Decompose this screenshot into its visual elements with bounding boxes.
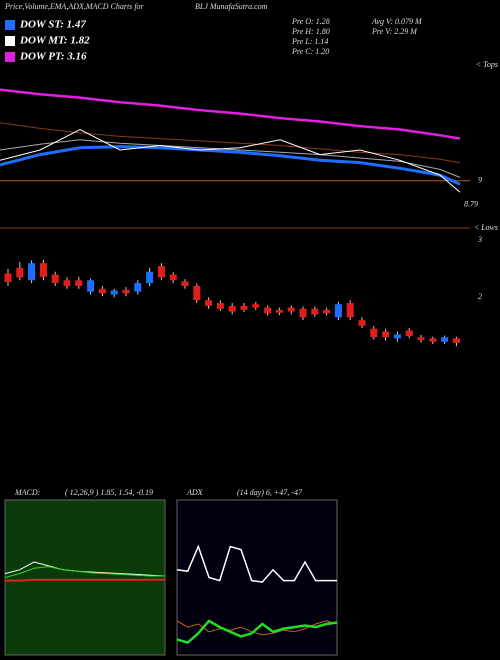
legend-label: DOW PT: 3.16 xyxy=(19,51,87,63)
candle-body xyxy=(39,263,47,277)
candle-body xyxy=(75,280,83,286)
candle-body xyxy=(240,305,248,310)
candle-body xyxy=(193,285,201,301)
stat: Avg V: 0.079 M xyxy=(371,17,423,26)
candle-body xyxy=(28,263,36,281)
stat: Pre V: 2.29 M xyxy=(371,27,418,36)
series-line xyxy=(0,88,461,140)
candle-body xyxy=(51,274,59,284)
candle-body xyxy=(417,337,425,341)
panel-title: MACD: xyxy=(14,488,41,497)
y-tick-label: 9 xyxy=(478,176,482,185)
candle-body xyxy=(216,303,224,309)
y-tick-label: 8.79 xyxy=(464,200,478,209)
candle-body xyxy=(4,273,12,282)
legend-label: DOW ST: 1.47 xyxy=(19,19,86,31)
series-line xyxy=(176,619,338,644)
legend-swatch xyxy=(5,20,15,30)
candle-body xyxy=(146,271,154,284)
candle-body xyxy=(252,304,260,308)
candle-body xyxy=(346,303,354,318)
panel-background xyxy=(4,499,166,656)
stat: Pre L: 1.14 xyxy=(291,37,328,46)
series-line xyxy=(5,578,165,582)
candle-body xyxy=(110,290,118,295)
candle-body xyxy=(393,334,401,339)
candle-body xyxy=(205,300,213,306)
candle-body xyxy=(98,288,106,294)
candle-body xyxy=(157,266,165,278)
stat: Pre O: 1.28 xyxy=(291,17,330,26)
candle-body xyxy=(358,320,366,326)
legend-swatch xyxy=(5,36,15,46)
legend-label: DOW MT: 1.82 xyxy=(19,35,90,47)
candle-body xyxy=(429,338,437,342)
candle-body xyxy=(311,308,319,315)
candle-body xyxy=(63,280,71,286)
candle-body xyxy=(405,330,413,337)
candle-body xyxy=(228,305,236,312)
panel-subtitle: (14 day) 6, +47, -47 xyxy=(237,488,303,497)
candle-body xyxy=(275,309,283,313)
candle-body xyxy=(87,280,95,292)
candle-body xyxy=(323,309,331,314)
page-title: Price,Volume,EMA,ADX,MACD Charts for xyxy=(4,2,145,11)
candle-body xyxy=(16,267,24,278)
site-name: BLJ MunafaSutra.com xyxy=(195,2,268,11)
series-line xyxy=(0,145,461,186)
candle-body xyxy=(299,308,307,318)
candle-body xyxy=(334,304,342,318)
candle-body xyxy=(264,307,272,314)
y-tick-label: 3 xyxy=(477,235,482,244)
y-tick-label: 2 xyxy=(478,292,482,301)
series-line xyxy=(0,128,461,193)
panel-subtitle: ( 12,26,9 ) 1.85, 1.54, -0.19 xyxy=(65,488,153,497)
series-line xyxy=(0,139,461,178)
candle-body xyxy=(441,337,449,342)
candle-body xyxy=(382,331,390,338)
stat: Pre H: 1.80 xyxy=(291,27,330,36)
candle-body xyxy=(287,307,295,312)
annotation: < Tops xyxy=(476,60,498,69)
series-line xyxy=(176,544,337,583)
candle-body xyxy=(452,338,460,343)
candle-body xyxy=(181,281,189,286)
candle-body xyxy=(122,289,130,294)
legend-swatch xyxy=(5,52,15,62)
candle-body xyxy=(134,283,142,292)
series-line xyxy=(0,122,461,164)
panel-title: ADX xyxy=(186,488,204,497)
annotation: < Lows xyxy=(474,223,498,232)
series-line xyxy=(4,566,165,578)
stat: Pre C: 1.20 xyxy=(291,47,329,56)
candle-body xyxy=(370,328,378,338)
candle-body xyxy=(169,274,177,281)
